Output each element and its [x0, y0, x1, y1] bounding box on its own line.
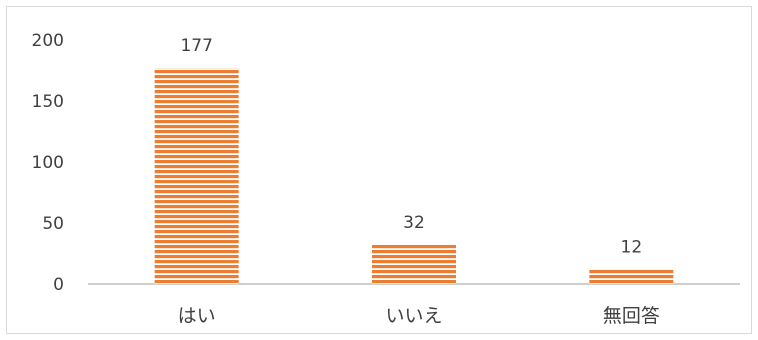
y-tick-label-0: 0 — [53, 275, 64, 295]
data-labels: 177 32 12 — [180, 36, 642, 257]
y-tick-label-2: 100 — [32, 153, 64, 173]
category-label-2: 無回答 — [603, 305, 660, 327]
bar-2 — [589, 269, 674, 284]
data-label-2: 12 — [621, 237, 643, 257]
y-tick-label-3: 150 — [32, 92, 64, 112]
bar-1 — [372, 244, 456, 284]
bars — [154, 68, 674, 284]
category-label-0: はい — [178, 305, 216, 327]
data-label-0: 177 — [180, 36, 212, 56]
y-tick-label-1: 50 — [42, 214, 64, 234]
data-label-1: 32 — [403, 213, 425, 233]
category-labels: はい いいえ 無回答 — [178, 305, 660, 327]
category-label-1: いいえ — [385, 305, 442, 327]
bar-0 — [154, 68, 239, 284]
y-axis-ticks: 0 50 100 150 200 — [32, 31, 64, 295]
y-tick-label-4: 200 — [32, 31, 64, 51]
